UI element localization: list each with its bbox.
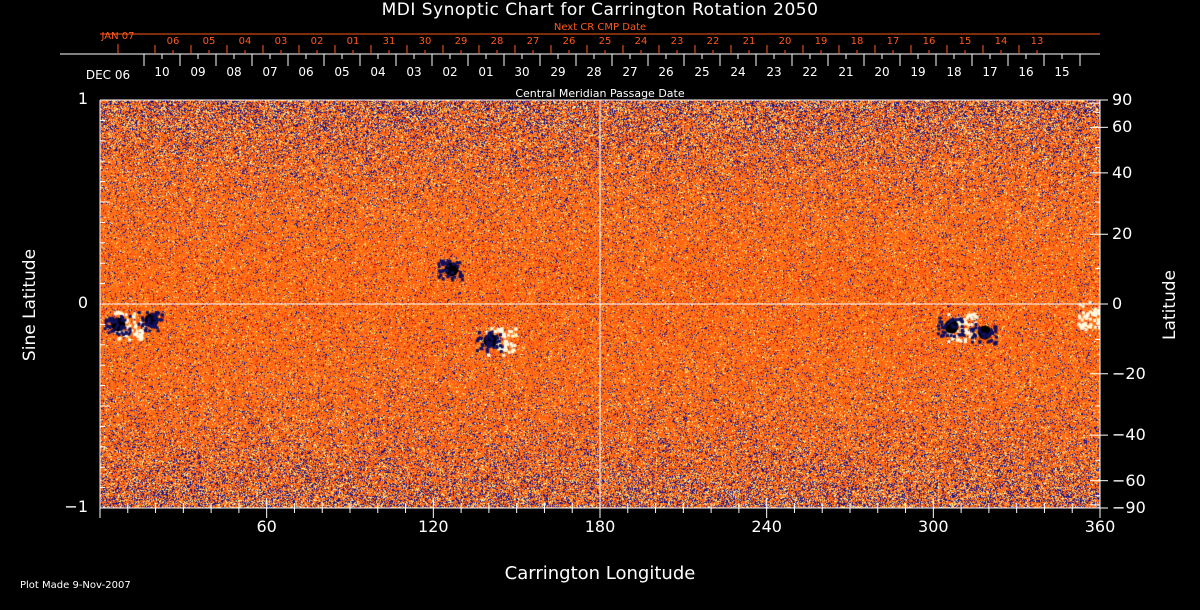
next-cr-date-label: 17 [886,36,900,47]
next-cr-date-label: 29 [454,36,468,47]
x-tick-label: 240 [751,517,782,536]
cmp-date-label: 26 [658,65,674,79]
next-cr-date-label: 15 [958,36,972,47]
cmp-date-label: 19 [910,65,926,79]
lat-tick-label: 20 [1112,224,1133,244]
next-cr-date-label: 31 [382,36,396,47]
next-cr-date-label: 19 [814,36,828,47]
lat-tick-label: 90 [1112,90,1133,109]
chart-title: MDI Synoptic Chart for Carrington Rotati… [381,0,819,20]
next-cr-date-label: 14 [994,36,1008,47]
x-tick-label: 360 [1084,517,1116,536]
cmp-date-label: 17 [982,65,998,79]
cmp-date-label: 10 [154,65,170,79]
cmp-date-label: 16 [1018,65,1034,79]
cmp-date-label: 04 [370,65,386,79]
next-cr-start-label: JAN 07 [101,31,135,42]
cmp-date-label: 25 [694,65,710,79]
next-cr-date-label: 27 [526,36,540,47]
top-axis-start-label: DEC 06 [85,68,131,82]
cmp-date-label: 30 [514,65,530,79]
y-tick-label: 0 [77,293,88,312]
next-cr-date-label: 25 [598,36,612,47]
cmp-date-label: 18 [946,65,962,79]
cmp-date-label: 24 [730,65,746,79]
next-cr-date-label: 30 [418,36,432,47]
x-axis-label: Carrington Longitude [504,563,696,584]
next-cr-date-label: 22 [706,36,720,47]
cmp-date-label: 09 [190,65,206,79]
next-cr-date-label: 28 [490,36,504,47]
cmp-date-label: 22 [802,65,818,79]
next-cr-date-label: 02 [310,36,324,47]
next-cr-date-label: 03 [274,36,288,47]
cmp-date-label: 05 [334,65,350,79]
x-tick-label: 120 [418,517,449,536]
next-cr-date-label: 06 [166,36,180,47]
x-tick-label: 300 [918,517,949,536]
next-cr-date-label: 16 [922,36,936,47]
lat-tick-label: −90 [1112,498,1146,517]
next-cr-date-label: 26 [562,36,576,47]
next-cr-date-label: 01 [346,36,360,47]
cmp-date-label: 07 [262,65,278,79]
y-axis-label: Sine Latitude [20,248,40,362]
next-cr-date-label: 18 [850,36,864,47]
next-cr-axis-label: Next CR CMP Date [553,22,647,33]
cmp-date-label: 21 [838,65,854,79]
cmp-date-label: 03 [406,65,422,79]
cmp-date-label: 20 [874,65,890,79]
next-cr-date-label: 24 [634,36,648,47]
cmp-date-label: 08 [226,65,242,79]
lat-tick-label: −40 [1112,425,1146,445]
y-tick-label: −1 [64,497,88,516]
cmp-date-label: 01 [478,65,494,79]
top-axis-label: Central Meridian Passage Date [515,87,685,100]
next-cr-date-label: 21 [742,36,756,47]
cmp-date-label: 27 [622,65,638,79]
cmp-date-label: 29 [550,65,566,79]
x-tick-label: 60 [256,517,277,536]
next-cr-date-label: 13 [1030,36,1044,47]
cmp-date-label: 23 [766,65,782,79]
y-axis-label-right: Latitude [1160,270,1180,340]
cmp-date-label: 06 [298,65,314,79]
plot-made-footer: Plot Made 9-Nov-2007 [20,580,131,591]
lat-tick-label: −60 [1112,470,1146,490]
lat-tick-label: 60 [1112,117,1133,137]
cmp-date-label: 02 [442,65,458,79]
lat-tick-label: −20 [1112,363,1146,383]
cmp-date-label: 28 [586,65,602,79]
cmp-date-label: 15 [1054,65,1070,79]
y-tick-label: 1 [77,89,88,108]
next-cr-date-label: 05 [202,36,216,47]
lat-tick-label: 40 [1112,162,1133,182]
x-tick-label: 180 [584,517,616,536]
next-cr-date-label: 04 [238,36,252,47]
next-cr-date-label: 23 [670,36,684,47]
lat-tick-label: 0 [1112,294,1123,313]
next-cr-date-label: 20 [778,36,792,47]
